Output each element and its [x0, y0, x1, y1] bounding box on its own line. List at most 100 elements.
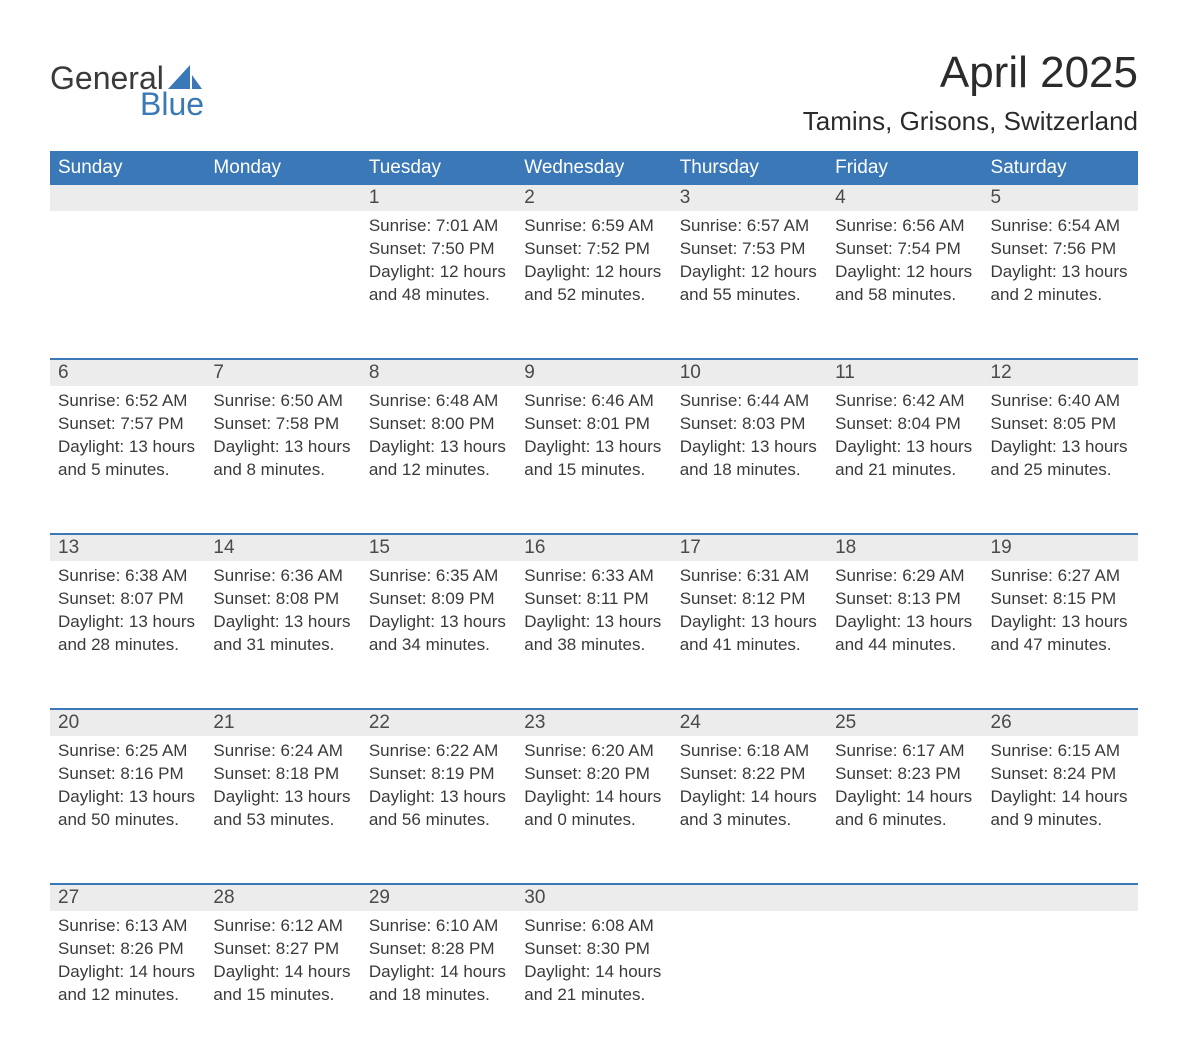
sunset-line: Sunset: 8:30 PM [524, 938, 663, 961]
weekday-header: Friday [827, 151, 982, 185]
sunset-line: Sunset: 8:12 PM [680, 588, 819, 611]
day-cell: Sunrise: 6:29 AMSunset: 8:13 PMDaylight:… [827, 561, 982, 709]
day-details: Sunrise: 6:27 AMSunset: 8:15 PMDaylight:… [983, 561, 1138, 665]
day-details: Sunrise: 6:24 AMSunset: 8:18 PMDaylight:… [205, 736, 360, 840]
sunset-line: Sunset: 8:19 PM [369, 763, 508, 786]
day-details: Sunrise: 6:38 AMSunset: 8:07 PMDaylight:… [50, 561, 205, 665]
sunset-line: Sunset: 8:22 PM [680, 763, 819, 786]
sunrise-line: Sunrise: 6:35 AM [369, 565, 508, 588]
daylight-line: Daylight: 14 hours and 0 minutes. [524, 786, 663, 832]
daylight-line: Daylight: 13 hours and 21 minutes. [835, 436, 974, 482]
day-cell: Sunrise: 6:27 AMSunset: 8:15 PMDaylight:… [983, 561, 1138, 709]
sunrise-line: Sunrise: 6:36 AM [213, 565, 352, 588]
daylight-line: Daylight: 13 hours and 50 minutes. [58, 786, 197, 832]
day-number-cell: 3 [672, 185, 827, 211]
sunrise-line: Sunrise: 6:59 AM [524, 215, 663, 238]
sunset-line: Sunset: 8:00 PM [369, 413, 508, 436]
sunrise-line: Sunrise: 6:20 AM [524, 740, 663, 763]
sunrise-line: Sunrise: 6:48 AM [369, 390, 508, 413]
sunset-line: Sunset: 8:01 PM [524, 413, 663, 436]
sunrise-line: Sunrise: 6:52 AM [58, 390, 197, 413]
daylight-line: Daylight: 13 hours and 41 minutes. [680, 611, 819, 657]
daylight-line: Daylight: 12 hours and 58 minutes. [835, 261, 974, 307]
daylight-line: Daylight: 13 hours and 44 minutes. [835, 611, 974, 657]
day-cell [672, 911, 827, 1059]
day-cell: Sunrise: 7:01 AMSunset: 7:50 PMDaylight:… [361, 211, 516, 359]
day-number-row: 6789101112 [50, 359, 1138, 386]
day-number-cell: 7 [205, 359, 360, 386]
day-content-row: Sunrise: 6:38 AMSunset: 8:07 PMDaylight:… [50, 561, 1138, 709]
day-content-row: Sunrise: 6:52 AMSunset: 7:57 PM Daylight:… [50, 386, 1138, 534]
sunset-line: Sunset: 7:57 PM [58, 413, 197, 436]
day-number-cell: 19 [983, 534, 1138, 561]
day-cell: Sunrise: 6:17 AMSunset: 8:23 PMDaylight:… [827, 736, 982, 884]
day-cell: Sunrise: 6:57 AMSunset: 7:53 PMDaylight:… [672, 211, 827, 359]
daylight-line: Daylight: 13 hours and 28 minutes. [58, 611, 197, 657]
sunrise-line: Sunrise: 6:25 AM [58, 740, 197, 763]
day-number-cell: 20 [50, 709, 205, 736]
daylight-line: Daylight: 13 hours and 15 minutes. [524, 436, 663, 482]
day-number-cell: 5 [983, 185, 1138, 211]
day-number-cell: 30 [516, 884, 671, 911]
day-number-cell [827, 884, 982, 911]
day-cell: Sunrise: 6:20 AMSunset: 8:20 PMDaylight:… [516, 736, 671, 884]
sunset-line: Sunset: 8:24 PM [991, 763, 1130, 786]
calendar-body: 12345Sunrise: 7:01 AMSunset: 7:50 PMDayl… [50, 185, 1138, 1059]
calendar-table: Sunday Monday Tuesday Wednesday Thursday… [50, 151, 1138, 1059]
day-details: Sunrise: 6:13 AMSunset: 8:26 PMDaylight:… [50, 911, 205, 1015]
sunrise-line: Sunrise: 6:29 AM [835, 565, 974, 588]
day-cell: Sunrise: 6:54 AMSunset: 7:56 PMDaylight:… [983, 211, 1138, 359]
weekday-header-row: Sunday Monday Tuesday Wednesday Thursday… [50, 151, 1138, 185]
sunrise-line: Sunrise: 6:44 AM [680, 390, 819, 413]
sunset-line: Sunset: 8:27 PM [213, 938, 352, 961]
sunrise-line: Sunrise: 6:56 AM [835, 215, 974, 238]
daylight-line: Daylight: 13 hours and 53 minutes. [213, 786, 352, 832]
daylight-line: Daylight: 14 hours and 18 minutes. [369, 961, 508, 1007]
day-cell: Sunrise: 6:10 AMSunset: 8:28 PMDaylight:… [361, 911, 516, 1059]
daylight-line: Daylight: 14 hours and 6 minutes. [835, 786, 974, 832]
day-number-row: 20212223242526 [50, 709, 1138, 736]
sunset-line: Sunset: 8:15 PM [991, 588, 1130, 611]
weekday-header: Thursday [672, 151, 827, 185]
day-details: Sunrise: 6:29 AMSunset: 8:13 PMDaylight:… [827, 561, 982, 665]
day-cell: Sunrise: 6:48 AMSunset: 8:00 PMDaylight:… [361, 386, 516, 534]
logo: General Blue [50, 48, 204, 120]
day-details: Sunrise: 6:31 AMSunset: 8:12 PMDaylight:… [672, 561, 827, 665]
day-details: Sunrise: 6:15 AMSunset: 8:24 PMDaylight:… [983, 736, 1138, 840]
sunrise-line: Sunrise: 6:50 AM [213, 390, 352, 413]
day-number-cell: 14 [205, 534, 360, 561]
sunrise-line: Sunrise: 6:12 AM [213, 915, 352, 938]
day-cell: Sunrise: 6:36 AMSunset: 8:08 PMDaylight:… [205, 561, 360, 709]
day-details: Sunrise: 6:33 AMSunset: 8:11 PMDaylight:… [516, 561, 671, 665]
day-cell: Sunrise: 6:56 AMSunset: 7:54 PMDaylight:… [827, 211, 982, 359]
day-details: Sunrise: 6:18 AMSunset: 8:22 PMDaylight:… [672, 736, 827, 840]
daylight-line: Daylight: 13 hours and 2 minutes. [991, 261, 1130, 307]
day-cell: Sunrise: 6:13 AMSunset: 8:26 PMDaylight:… [50, 911, 205, 1059]
day-number-cell: 10 [672, 359, 827, 386]
day-details: Sunrise: 6:56 AMSunset: 7:54 PMDaylight:… [827, 211, 982, 315]
sunset-line: Sunset: 8:08 PM [213, 588, 352, 611]
day-number-cell: 12 [983, 359, 1138, 386]
sunrise-line: Sunrise: 6:10 AM [369, 915, 508, 938]
logo-text-blue: Blue [140, 88, 204, 120]
day-cell: Sunrise: 6:18 AMSunset: 8:22 PMDaylight:… [672, 736, 827, 884]
sunset-line: Sunset: 7:56 PM [991, 238, 1130, 261]
day-details: Sunrise: 6:17 AMSunset: 8:23 PMDaylight:… [827, 736, 982, 840]
daylight-line: Daylight: 13 hours and 38 minutes. [524, 611, 663, 657]
day-cell: Sunrise: 6:33 AMSunset: 8:11 PMDaylight:… [516, 561, 671, 709]
daylight-line: Daylight: 12 hours and 52 minutes. [524, 261, 663, 307]
weekday-header: Saturday [983, 151, 1138, 185]
sunrise-line: Sunrise: 7:01 AM [369, 215, 508, 238]
sunset-line: Sunset: 7:54 PM [835, 238, 974, 261]
day-cell [50, 211, 205, 359]
day-number-cell: 9 [516, 359, 671, 386]
daylight-line: Daylight: 14 hours and 3 minutes. [680, 786, 819, 832]
day-cell: Sunrise: 6:35 AMSunset: 8:09 PMDaylight:… [361, 561, 516, 709]
day-number-cell: 17 [672, 534, 827, 561]
day-details: Sunrise: 6:22 AMSunset: 8:19 PMDaylight:… [361, 736, 516, 840]
sunset-line: Sunset: 8:09 PM [369, 588, 508, 611]
day-number-cell: 25 [827, 709, 982, 736]
day-number-cell: 1 [361, 185, 516, 211]
day-number-row: 27282930 [50, 884, 1138, 911]
sunrise-line: Sunrise: 6:38 AM [58, 565, 197, 588]
